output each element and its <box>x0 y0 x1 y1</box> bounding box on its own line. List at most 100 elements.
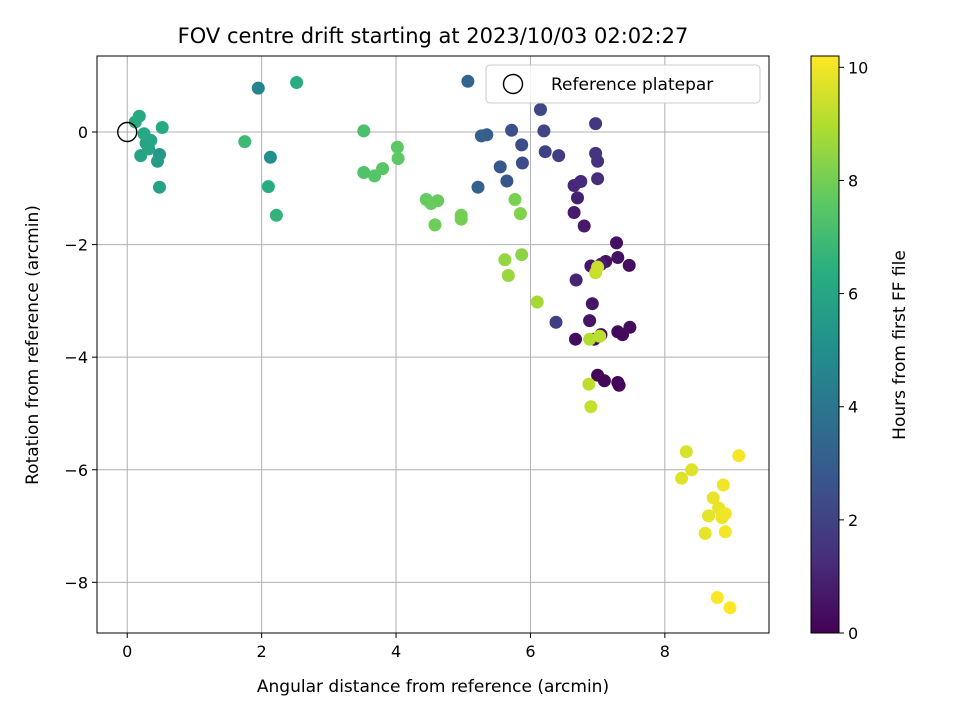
data-point <box>290 76 304 89</box>
data-point <box>530 295 544 309</box>
data-point <box>391 152 405 165</box>
y-tick-label: −6 <box>64 461 88 480</box>
x-tick-label: 2 <box>257 642 267 661</box>
data-point <box>269 208 283 222</box>
data-point <box>508 193 522 206</box>
y-tick-label: −4 <box>64 348 88 367</box>
data-point <box>428 218 442 232</box>
data-point <box>515 138 529 152</box>
data-point <box>577 219 591 233</box>
legend-entry-reference: Reference platepar <box>551 75 713 95</box>
data-point <box>591 260 605 274</box>
data-point <box>582 377 596 391</box>
data-point <box>569 273 583 287</box>
data-point <box>534 103 547 116</box>
data-point <box>718 507 732 521</box>
x-tick-label: 8 <box>660 642 670 661</box>
data-point <box>584 400 598 414</box>
data-point <box>732 449 746 463</box>
colorbar-tick-label: 10 <box>848 58 868 77</box>
y-axis-label: Rotation from reference (arcmin) <box>23 205 43 485</box>
data-point <box>493 160 507 174</box>
data-point <box>597 374 611 388</box>
data-point <box>142 142 156 156</box>
colorbar-tick-label: 0 <box>848 624 858 643</box>
data-point <box>261 180 275 194</box>
data-point <box>390 140 404 154</box>
colorbar-gradient <box>810 55 840 634</box>
grid <box>97 56 769 633</box>
x-tick-label: 6 <box>525 642 535 661</box>
data-point <box>710 591 724 604</box>
data-point <box>137 127 151 141</box>
x-tick-label: 4 <box>391 642 401 661</box>
data-point <box>500 174 514 188</box>
data-points <box>128 74 746 615</box>
data-point <box>612 378 626 392</box>
data-point <box>498 253 512 267</box>
data-point <box>698 526 712 540</box>
data-point <box>702 509 715 523</box>
data-point <box>623 320 637 334</box>
colorbar-label: Hours from first FF file <box>890 250 910 440</box>
axis-ticks: 0 2 4 6 8 0 −2 −4 −6 −8 <box>64 123 670 661</box>
data-point <box>552 149 566 163</box>
colorbar-tick-label: 4 <box>848 398 858 417</box>
data-point <box>128 115 142 129</box>
data-point <box>431 194 445 208</box>
data-point <box>706 491 720 505</box>
data-point <box>718 525 732 539</box>
data-point <box>151 154 164 168</box>
colorbar-tick-label: 6 <box>848 285 858 304</box>
data-point <box>515 248 529 262</box>
data-point <box>622 258 636 272</box>
data-point <box>571 191 584 205</box>
data-point <box>357 166 371 179</box>
data-point <box>376 162 390 176</box>
data-point <box>461 74 475 88</box>
data-point <box>454 212 468 226</box>
colorbar-ticks: 0 2 4 6 8 10 <box>839 58 868 643</box>
y-tick-label: −2 <box>64 236 88 255</box>
data-point <box>679 445 693 459</box>
data-point <box>574 175 588 188</box>
data-point <box>583 332 597 346</box>
data-point <box>501 269 515 282</box>
y-tick-label: 0 <box>78 123 88 142</box>
data-point <box>585 297 599 311</box>
data-point <box>593 329 607 343</box>
reference-marker-layer <box>117 121 138 143</box>
colorbar-tick-label: 2 <box>848 511 858 530</box>
legend-box <box>485 64 761 104</box>
data-point <box>583 314 597 328</box>
data-point <box>263 150 277 164</box>
x-tick-label: 0 <box>122 642 132 661</box>
data-point <box>238 135 252 149</box>
data-point <box>537 124 551 138</box>
data-point <box>567 206 581 219</box>
data-point <box>251 81 265 95</box>
data-point <box>589 146 603 160</box>
data-point <box>591 172 605 186</box>
data-point <box>685 463 699 477</box>
colorbar: 0 2 4 6 8 10 Hours from first FF file <box>810 55 910 643</box>
data-point <box>610 236 623 250</box>
data-point <box>611 251 625 264</box>
data-point <box>505 123 519 137</box>
data-point <box>471 180 485 194</box>
data-point <box>723 601 737 615</box>
data-point <box>538 145 552 159</box>
chart-title: FOV centre drift starting at 2023/10/03 … <box>178 24 689 48</box>
y-tick-label: −8 <box>64 573 88 592</box>
data-point <box>549 315 563 329</box>
data-point <box>515 156 529 170</box>
data-point <box>716 478 730 492</box>
x-axis-label: Angular distance from reference (arcmin) <box>257 677 609 697</box>
legend: Reference platepar <box>485 64 761 104</box>
colorbar-tick-label: 8 <box>848 171 858 190</box>
plot-frame <box>96 55 770 634</box>
data-point <box>569 332 582 346</box>
data-point <box>675 471 689 485</box>
legend-reference-marker <box>502 73 524 95</box>
